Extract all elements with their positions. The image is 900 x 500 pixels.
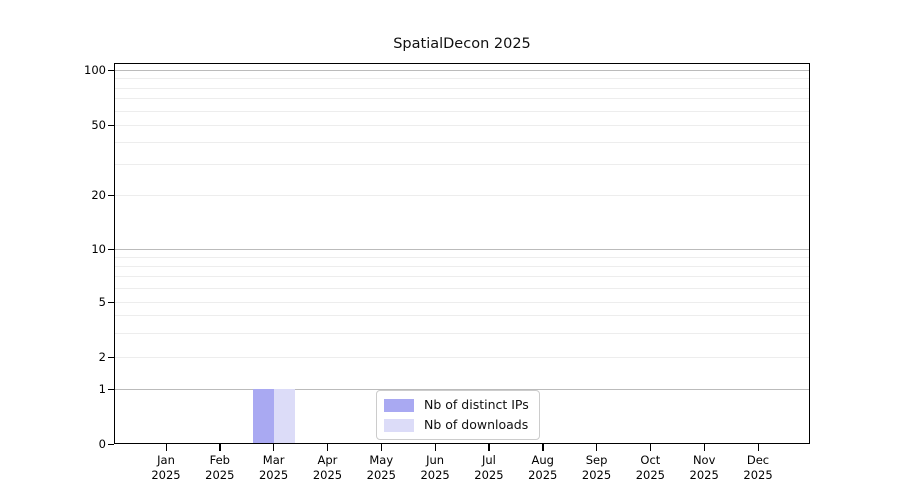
- y-axis-tick: [108, 69, 114, 71]
- y-axis-tick-label: 100: [84, 63, 106, 77]
- x-axis-tick-label: Jul 2025: [474, 453, 504, 482]
- x-axis-tick-label: Nov 2025: [689, 453, 719, 482]
- legend-swatch-distinct-ips: [384, 398, 414, 412]
- major-gridline: [114, 70, 810, 71]
- legend-item: Nb of downloads: [384, 417, 529, 433]
- minor-gridline: [114, 98, 810, 100]
- x-axis-tick-label: Sep 2025: [581, 453, 612, 482]
- major-gridline: [114, 357, 810, 358]
- x-axis-tick: [165, 444, 167, 451]
- x-axis-tick: [542, 444, 544, 451]
- y-axis-tick: [108, 301, 114, 303]
- y-axis-tick: [108, 388, 114, 390]
- x-axis-tick: [326, 444, 329, 451]
- x-axis-tick-label: May 2025: [366, 453, 396, 482]
- major-gridline: [114, 195, 810, 196]
- y-axis-tick-label: 1: [98, 382, 106, 396]
- x-axis-tick: [488, 444, 490, 451]
- minor-gridline: [114, 276, 810, 278]
- x-axis-tick-label: Apr 2025: [312, 453, 343, 482]
- legend: Nb of distinct IPs Nb of downloads: [376, 390, 540, 440]
- x-axis-tick: [434, 444, 436, 451]
- x-axis-tick-label: Oct 2025: [635, 453, 666, 482]
- minor-gridline: [114, 78, 810, 80]
- x-axis-tick-label: Aug 2025: [528, 453, 558, 482]
- minor-gridline: [114, 315, 810, 317]
- minor-gridline: [114, 288, 810, 290]
- y-axis-tick: [108, 443, 114, 445]
- y-axis-tick-label: 0: [98, 437, 106, 451]
- legend-item: Nb of distinct IPs: [384, 397, 529, 413]
- minor-gridline: [114, 266, 810, 268]
- y-axis-tick-label: 50: [91, 118, 106, 132]
- minor-gridline: [114, 332, 810, 334]
- minor-gridline: [114, 142, 810, 144]
- x-axis-tick-label: Dec 2025: [743, 453, 773, 482]
- y-axis-tick-label: 20: [91, 188, 106, 202]
- y-axis-tick: [108, 356, 114, 358]
- x-axis-tick-label: Jun 2025: [420, 453, 450, 482]
- y-axis-tick: [108, 248, 114, 250]
- y-axis-tick-label: 5: [98, 295, 106, 309]
- y-axis-tick-label: 10: [91, 242, 106, 256]
- legend-swatch-downloads: [384, 418, 414, 432]
- x-axis-tick: [219, 444, 221, 451]
- y-axis-tick: [108, 194, 114, 196]
- minor-gridline: [114, 87, 810, 89]
- x-axis-tick: [649, 444, 652, 451]
- major-gridline: [114, 249, 810, 250]
- x-axis-tick: [596, 444, 598, 451]
- x-axis-tick: [380, 444, 383, 451]
- bar-distinct-ips: [252, 389, 274, 444]
- minor-gridline: [114, 164, 810, 166]
- x-axis-tick: [703, 444, 705, 451]
- y-axis-tick: [108, 124, 114, 126]
- plot-frame: [114, 63, 810, 444]
- legend-label: Nb of downloads: [424, 417, 529, 432]
- x-axis-tick-label: Jan 2025: [151, 453, 181, 482]
- plot-area: Nb of distinct IPs Nb of downloads 100 50…: [84, 63, 810, 482]
- chart-title: SpatialDecon 2025: [393, 36, 531, 52]
- major-gridline: [114, 302, 810, 303]
- x-axis-tick-label: Mar 2025: [258, 453, 289, 482]
- x-axis-tick: [273, 444, 275, 451]
- minor-gridline: [114, 257, 810, 259]
- major-gridline: [114, 125, 810, 126]
- legend-label: Nb of distinct IPs: [424, 397, 529, 412]
- major-gridline: [114, 389, 810, 390]
- minor-gridline: [114, 110, 810, 112]
- x-axis-tick: [757, 444, 759, 451]
- x-axis-tick-label: Feb 2025: [205, 453, 235, 482]
- bar-downloads: [273, 389, 295, 444]
- y-axis-tick-label: 2: [98, 350, 106, 364]
